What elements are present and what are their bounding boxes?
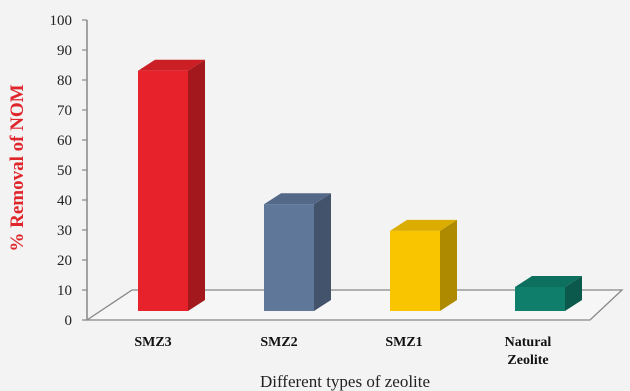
bar-top [138,59,205,71]
chart-floor [84,289,624,321]
bar-side [188,59,205,312]
bar-smz3 [138,59,205,312]
bar-natural-zeolite [515,275,582,311]
y-tick-label: 20 [57,253,72,269]
y-tick-label: 50 [57,163,72,179]
y-tick-label: 60 [57,133,72,149]
category-labels: SMZ3 SMZ2 SMZ1 Natural Zeolite [134,335,551,368]
y-tick-label: 80 [57,73,72,89]
bar-front [515,286,565,311]
category-label: SMZ1 [385,335,422,350]
y-tick-label: 100 [50,13,73,29]
bar-series [138,59,582,312]
y-tick-labels: 0 10 20 30 40 50 60 70 80 90 100 [50,13,73,329]
y-tick-label: 70 [57,103,72,119]
bar-smz2 [264,193,331,311]
y-tick-label: 10 [57,283,72,299]
bar-top [264,193,331,205]
bar-side [314,193,331,311]
category-label: SMZ2 [260,335,297,350]
bar-front [390,230,440,311]
bar-top [515,275,582,287]
y-tick-label: 30 [57,223,72,239]
floor-plane [84,289,624,321]
bar-top [390,219,457,231]
bar-side [440,219,457,311]
y-tick-label: 90 [57,43,72,59]
y-axis-title: % Removal of NOM [7,84,28,251]
category-label: Natural Zeolite [505,335,552,368]
chart-axes [82,19,88,321]
y-tick-label: 0 [65,313,73,329]
bar-side [565,275,582,311]
bar-front [138,70,188,311]
bar-smz1 [390,219,457,311]
bar-front [264,204,314,311]
x-axis-title: Different types of zeolite [260,372,430,391]
y-tick-label: 40 [57,193,72,209]
category-label: SMZ3 [134,335,171,350]
